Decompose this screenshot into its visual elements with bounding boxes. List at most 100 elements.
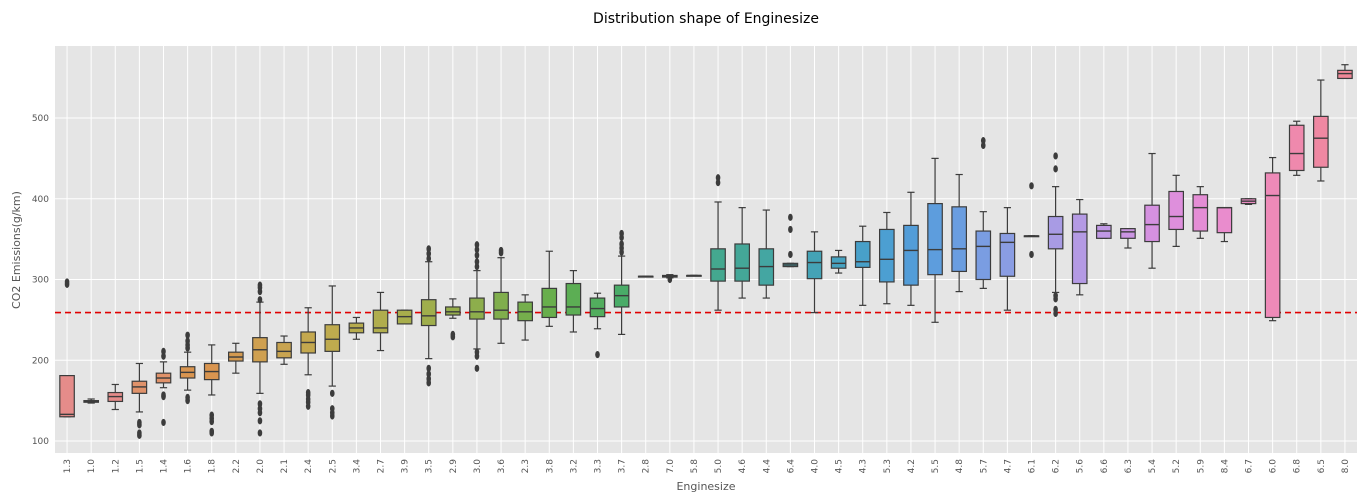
box-1.4 [155,347,172,427]
x-tick-label: 2.1 [280,459,290,473]
box-3.8 [541,250,558,327]
x-tick-label: 4.4 [762,459,772,474]
box-iqr [493,291,509,320]
outlier-point [1053,152,1058,160]
box-iqr [878,228,895,283]
box-6.6 [1095,223,1112,239]
x-tick-label: 2.4 [304,459,314,474]
x-tick-label: 5.6 [1076,459,1086,474]
x-tick-label: 6.6 [1100,459,1110,474]
outlier-point [161,391,166,399]
box-1.8 [203,344,220,437]
box-3.0 [469,241,485,372]
outlier-point [474,348,480,356]
box-iqr [372,309,389,334]
x-tick-label: 4.7 [1003,459,1013,473]
outlier-point [257,281,263,289]
x-tick-label: 3.4 [352,459,362,474]
box-5.7 [975,137,992,289]
x-tick-label: 3.7 [618,459,628,473]
box-4.5 [830,249,847,274]
x-tick-label: 1.2 [111,459,121,473]
x-tick-label: 4.6 [738,459,748,474]
y-tick-label: 500 [32,114,49,124]
box-4.6 [734,207,751,299]
x-tick-label: 1.0 [87,459,97,474]
box-iqr [541,287,558,319]
box-iqr [324,324,341,352]
box-iqr [276,341,292,359]
outlier-point [1053,165,1058,173]
box-1.6 [179,331,196,405]
x-tick-label: 4.3 [859,459,869,473]
box-5.2 [1168,174,1185,247]
box-4.8 [951,173,968,293]
x-tick-label: 6.5 [1317,459,1327,473]
outlier-point [257,296,263,304]
chart-title: Distribution shape of Enginesize [593,11,819,27]
outlier-point [185,337,190,345]
box-iqr [1095,224,1112,239]
x-tick-label: 1.5 [135,459,145,473]
y-tick-label: 100 [32,437,49,447]
outlier-point [450,330,456,339]
box-iqr [1312,115,1329,168]
box-6.1 [1023,182,1040,259]
box-4.7 [999,207,1016,311]
x-tick-label: 1.3 [63,459,73,473]
x-tick-label: 3.5 [425,459,435,473]
outlier-point [474,251,480,259]
box-6.0 [1264,156,1281,322]
box-iqr [830,256,847,269]
box-2.0 [252,281,268,437]
box-iqr [1264,172,1281,319]
x-tick-label: 6.0 [1269,459,1279,474]
box-6.8 [1288,120,1305,176]
outlier-point [980,137,986,145]
box-4.2 [903,191,919,306]
outlier-point [1053,305,1058,313]
box-6.3 [1120,228,1136,249]
outlier-point [498,246,504,255]
x-tick-label: 3.6 [497,459,507,474]
x-tick-label: 2.2 [232,459,242,473]
outlier-point [595,350,600,359]
box-iqr [975,230,992,281]
x-tick-labels: 1.3 1.0 1.2 1.5 1.4 1.6 1.8 2.2 2.0 2.1 2.4 2.5 3.4 2… [63,459,1351,474]
outlier-point [257,400,263,408]
outlier-point [667,275,673,284]
x-tick-label: 6.7 [1245,459,1255,473]
outlier-point [64,278,70,286]
box-iqr [589,297,606,318]
outlier-point [185,393,190,401]
x-tick-label: 6.2 [1052,459,1062,473]
outlier-point [426,364,432,372]
outlier-point [257,429,263,437]
outlier-point [715,174,721,182]
box-iqr [1071,213,1088,285]
box-iqr [710,248,726,282]
box-2.1 [276,335,292,365]
box-iqr [951,206,968,273]
x-tick-label: 6.4 [786,459,796,474]
box-4.0 [806,231,823,314]
outlier-point [788,213,793,221]
box-5.5 [927,157,943,323]
box-4.3 [854,225,871,306]
box-iqr [999,232,1016,277]
box-iqr [903,224,919,286]
x-tick-label: 7.0 [666,459,676,474]
outlier-point [1053,292,1058,300]
x-tick-label: 5.0 [714,459,724,474]
box-6.2 [1047,152,1064,318]
box-5.0 [710,174,726,311]
outlier-point [474,258,480,266]
x-tick-label: 5.4 [1148,459,1158,474]
box-3.2 [565,270,582,333]
x-tick-label: 6.1 [1028,459,1038,473]
x-tick-label: 2.8 [642,459,652,474]
outlier-point [1029,182,1034,190]
outlier-point [619,240,624,248]
box-iqr [1047,215,1064,250]
